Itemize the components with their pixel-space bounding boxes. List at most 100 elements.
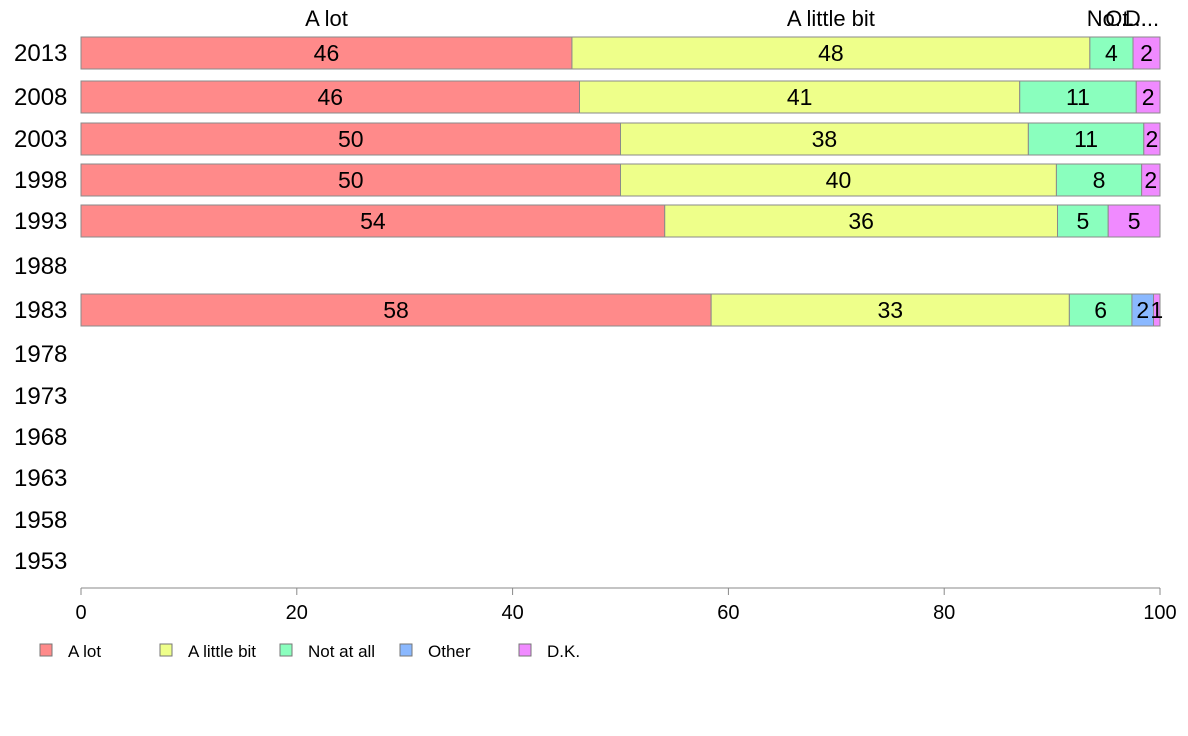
year-label: 1998 — [14, 167, 67, 194]
x-tick-label: 80 — [933, 602, 955, 624]
legend-swatch — [159, 643, 173, 657]
row-1963: 1963 — [14, 465, 67, 492]
data-label: 46 — [314, 40, 340, 66]
bar-segment — [80, 36, 573, 70]
bar-segment — [80, 293, 712, 327]
bar-segment — [80, 80, 580, 114]
legend-swatch — [399, 643, 413, 657]
legend-swatch — [518, 643, 532, 657]
year-label: 1993 — [14, 208, 67, 235]
row-1978: 1978 — [14, 341, 67, 368]
data-label: 8 — [1093, 167, 1106, 193]
data-label: 36 — [848, 208, 874, 234]
legend-label: Other — [428, 642, 471, 661]
bar-segment — [1153, 293, 1161, 327]
x-tick-label: 40 — [501, 602, 523, 624]
x-axis: 0 20 40 60 80 100 — [75, 587, 1177, 624]
data-label: 2 — [1142, 84, 1155, 110]
data-label: 5 — [1076, 208, 1089, 234]
data-label: 40 — [826, 167, 852, 193]
year-label: 1973 — [14, 383, 67, 410]
data-label: 11 — [1074, 126, 1098, 152]
bar-segment — [1107, 204, 1161, 238]
data-label: 2 — [1144, 167, 1157, 193]
legend-label: Not at all — [308, 642, 375, 661]
data-label: 5 — [1128, 208, 1141, 234]
row-1953: 1953 — [14, 548, 67, 575]
bar-segment — [620, 163, 1057, 197]
top-label-1: A little bit — [787, 6, 875, 31]
data-label: 38 — [812, 126, 838, 152]
top-category-labels: A lot A little bit No...Ot...D... — [305, 6, 1159, 31]
x-tick-label: 100 — [1143, 602, 1176, 624]
data-label: 48 — [818, 40, 844, 66]
bar-segment — [1055, 163, 1143, 197]
year-label: 1953 — [14, 548, 67, 575]
row-1983: 1983 58 33 6 2 1 — [14, 293, 1163, 327]
bar-segment — [80, 122, 621, 156]
row-1958: 1958 — [14, 507, 67, 534]
bar-segment — [1027, 122, 1145, 156]
year-label: 1968 — [14, 424, 67, 451]
year-label: 1988 — [14, 253, 67, 280]
year-label: 1958 — [14, 507, 67, 534]
year-label: 1978 — [14, 341, 67, 368]
legend-label: A lot — [68, 642, 101, 661]
row-2003: 2003 50 38 11 2 — [14, 122, 1161, 156]
data-label: 41 — [787, 84, 813, 110]
data-label: 54 — [360, 208, 386, 234]
legend-entry: A lot — [39, 642, 101, 661]
bar-segment — [1135, 80, 1161, 114]
legend-label: A little bit — [188, 642, 256, 661]
data-label: 50 — [338, 126, 364, 152]
row-1988: 1988 — [14, 253, 67, 280]
bar-segment — [578, 80, 1021, 114]
row-1998: 1998 50 40 8 2 — [14, 163, 1161, 197]
data-label: 2 — [1146, 126, 1159, 152]
data-label: 2 — [1136, 297, 1149, 323]
x-tick-label: 20 — [286, 602, 308, 624]
data-label: 50 — [338, 167, 364, 193]
legend-entry: Not at all — [279, 642, 375, 661]
bar-segment — [1141, 163, 1161, 197]
legend-swatch — [279, 643, 293, 657]
year-label: 1963 — [14, 465, 67, 492]
legend-swatch — [39, 643, 53, 657]
row-1968: 1968 — [14, 424, 67, 451]
row-1993: 1993 54 36 5 5 — [14, 204, 1161, 238]
data-label: 2 — [1140, 40, 1153, 66]
data-label: 1 — [1150, 297, 1163, 323]
data-label: 6 — [1094, 297, 1107, 323]
bar-segment — [80, 204, 666, 238]
legend-entry: D.K. — [518, 642, 580, 661]
x-tick-label: 60 — [717, 602, 739, 624]
data-label: 46 — [317, 84, 343, 110]
legend-entry: Other — [399, 642, 471, 661]
year-label: 2003 — [14, 126, 67, 153]
data-label: 33 — [877, 297, 903, 323]
bar-segment — [1132, 36, 1161, 70]
bar-segment — [80, 163, 621, 197]
year-label: 2013 — [14, 40, 67, 67]
data-label: 4 — [1105, 40, 1118, 66]
data-label: 58 — [383, 297, 409, 323]
bar-segment — [620, 122, 1029, 156]
top-label-2: No... — [1087, 6, 1133, 31]
bar-segment — [1019, 80, 1137, 114]
row-2008: 2008 46 41 11 2 — [14, 80, 1161, 114]
bar-segment — [664, 204, 1058, 238]
row-2013: 2013 46 48 4 2 — [14, 36, 1161, 70]
top-label-4: D... — [1125, 6, 1159, 31]
bar-segment — [710, 293, 1070, 327]
legend-label: D.K. — [547, 642, 580, 661]
year-label: 1983 — [14, 297, 67, 324]
legend-entry: A little bit — [159, 642, 256, 661]
bar-segment — [1143, 122, 1161, 156]
legend: A lot A little bit Not at all Other D.K. — [39, 642, 580, 661]
top-label-0: A lot — [305, 6, 348, 31]
bar-segment — [1068, 293, 1133, 327]
data-label: 11 — [1066, 84, 1090, 110]
top-label-3: Ot... — [1105, 6, 1147, 31]
